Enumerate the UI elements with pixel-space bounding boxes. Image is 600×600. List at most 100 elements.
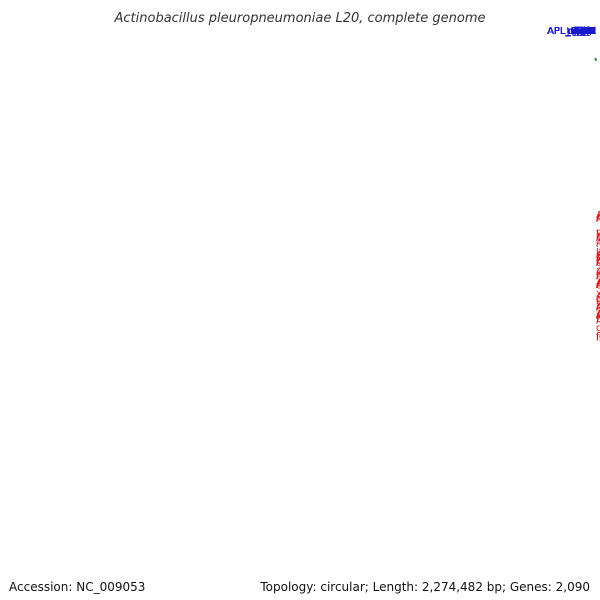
outer-dotted-ring [594, 56, 600, 62]
gene-label: ilvH [596, 302, 600, 313]
gene-label: APL_0818 [547, 26, 596, 37]
gene-label: nrdR [572, 26, 596, 37]
gene-label: lysS [576, 26, 596, 37]
gene-label: permM [596, 227, 600, 238]
gene-label: mltA [573, 26, 596, 37]
gene-label: cspD [596, 281, 600, 292]
gene-label: hisC [575, 26, 596, 37]
gene-label: mod [574, 26, 596, 37]
gene-label: sapD [571, 26, 597, 37]
gene-label: lolB [577, 26, 596, 37]
gene-label: ubiX [596, 258, 600, 269]
gene-label: sapA [571, 26, 596, 37]
gene-label: APL_0735 [547, 26, 596, 37]
gene-label: APL_0815 [596, 267, 600, 278]
gene-label: APL_0703 [547, 26, 596, 37]
gene-label: APL_0730 [596, 303, 600, 314]
gene-label: APL_0721 [547, 26, 596, 37]
gene-label: APL_0764 [596, 280, 600, 291]
gene-label: inlc [579, 26, 596, 37]
gene-label: APL_0715 [596, 279, 600, 290]
gene-label: ushA [596, 297, 600, 308]
gene-label: APL_0789 [596, 278, 600, 289]
gene-label: APL_0697 [596, 210, 600, 221]
gene-labels: mepAAPL_0712APL_0704hisCihfBnrdRAPL_0703… [547, 26, 600, 344]
gene-label: cafA [574, 26, 596, 37]
gene-label: ispF [596, 333, 600, 344]
gene-label: rnb [596, 271, 600, 282]
gene-label: APL_0712 [547, 26, 596, 37]
gene-label: APL_0762 [596, 258, 600, 269]
gene-label: pyrF [574, 26, 596, 37]
gene-label: APL_0767 [547, 26, 596, 37]
gene-label: degS [571, 26, 596, 37]
gene-label: APL_0761 [547, 26, 596, 37]
gene-label: msbA [568, 26, 596, 37]
gene-label: APL_0770 [596, 253, 600, 264]
gene-label: xseA [596, 311, 600, 322]
gene-label: sapB [571, 26, 596, 37]
gene-label: ihfB [577, 26, 597, 37]
gene-label: APL_0779 [547, 26, 596, 37]
gene-label: tyrR [575, 26, 596, 37]
gene-label: ispD [596, 267, 600, 278]
gene-label: gmhA [596, 323, 600, 334]
gene-label: aceF [572, 26, 596, 37]
gene-label: pckA [572, 26, 597, 37]
gene-label: APL_0788 [547, 26, 596, 37]
gene-label: APL_0706 [547, 26, 596, 37]
gene-label: APL_0785 [547, 26, 596, 37]
gene-label: queA [596, 293, 600, 304]
gene-label: xseB [596, 288, 600, 299]
gene-label: APL_0758 [596, 316, 600, 327]
gene-label: APL_0709 [596, 232, 600, 243]
gene-label: yecO [596, 227, 600, 238]
gene-label: APL_0749 [547, 26, 596, 37]
gene-label: APL_0787 [547, 26, 596, 37]
map-title: Actinobacillus pleuropneumoniae L20, com… [114, 11, 486, 26]
gene-label: APL_0804 [547, 26, 596, 37]
gene-label: sapC [571, 26, 596, 37]
gene-label: ubiA [574, 26, 596, 37]
gene-label: APL_2106 [547, 26, 596, 37]
gene-label: pmbA [567, 26, 596, 37]
gene-label: prsA [573, 26, 596, 37]
gene-label: gpmA [596, 250, 600, 261]
gene-label: APL_0786 [547, 26, 596, 37]
gene-label: seqA [571, 26, 596, 37]
gene-label: APL_0820 [596, 292, 600, 303]
gene-label: APL_0704 [547, 26, 596, 37]
gene-label: APL_2107 [547, 26, 596, 37]
genome-summary: Topology: circular; Length: 2,274,482 bp… [260, 580, 590, 594]
gene-label: menE [567, 26, 596, 37]
gene-label: ispA [596, 245, 600, 256]
gene-label: topB2 [566, 26, 596, 37]
gene-label: APL_0718 [596, 302, 600, 313]
gene-label: APL_0808 [547, 26, 596, 37]
gene-label: APL_0750 [547, 26, 596, 37]
gene-label: APL_2054 [596, 236, 600, 247]
gene-label: APL_0799 [596, 309, 600, 320]
gene-label: apaH [596, 294, 600, 305]
gene-label: ilvI [596, 236, 600, 247]
gene-label: res [581, 26, 596, 37]
gene-label: tgt [582, 26, 596, 37]
gene-label: APL_0792 [547, 26, 596, 37]
gene-label: APL_0756 [596, 271, 600, 282]
gene-label: APL_0805 [547, 26, 596, 37]
gene-label: ppx [577, 26, 596, 37]
gene-label: gyrB [573, 26, 596, 37]
gene-label: APL_0780 [547, 26, 596, 37]
gene-label: uvrA [573, 26, 596, 37]
gene-label: mepA [567, 26, 596, 37]
gene-label: APL_0784 [547, 26, 596, 37]
accession-label: Accession: NC_009053 [9, 580, 146, 594]
gene-label: APL_0753 [596, 238, 600, 249]
gene-label: pyrD [572, 26, 596, 37]
gene-label: APL_0759 [596, 250, 600, 261]
gene-label: APL_0724 [596, 213, 600, 224]
gene-label: ssb [596, 234, 600, 245]
gene-label: dgkA [596, 252, 600, 263]
gene-label: APL_0814 [596, 311, 600, 322]
